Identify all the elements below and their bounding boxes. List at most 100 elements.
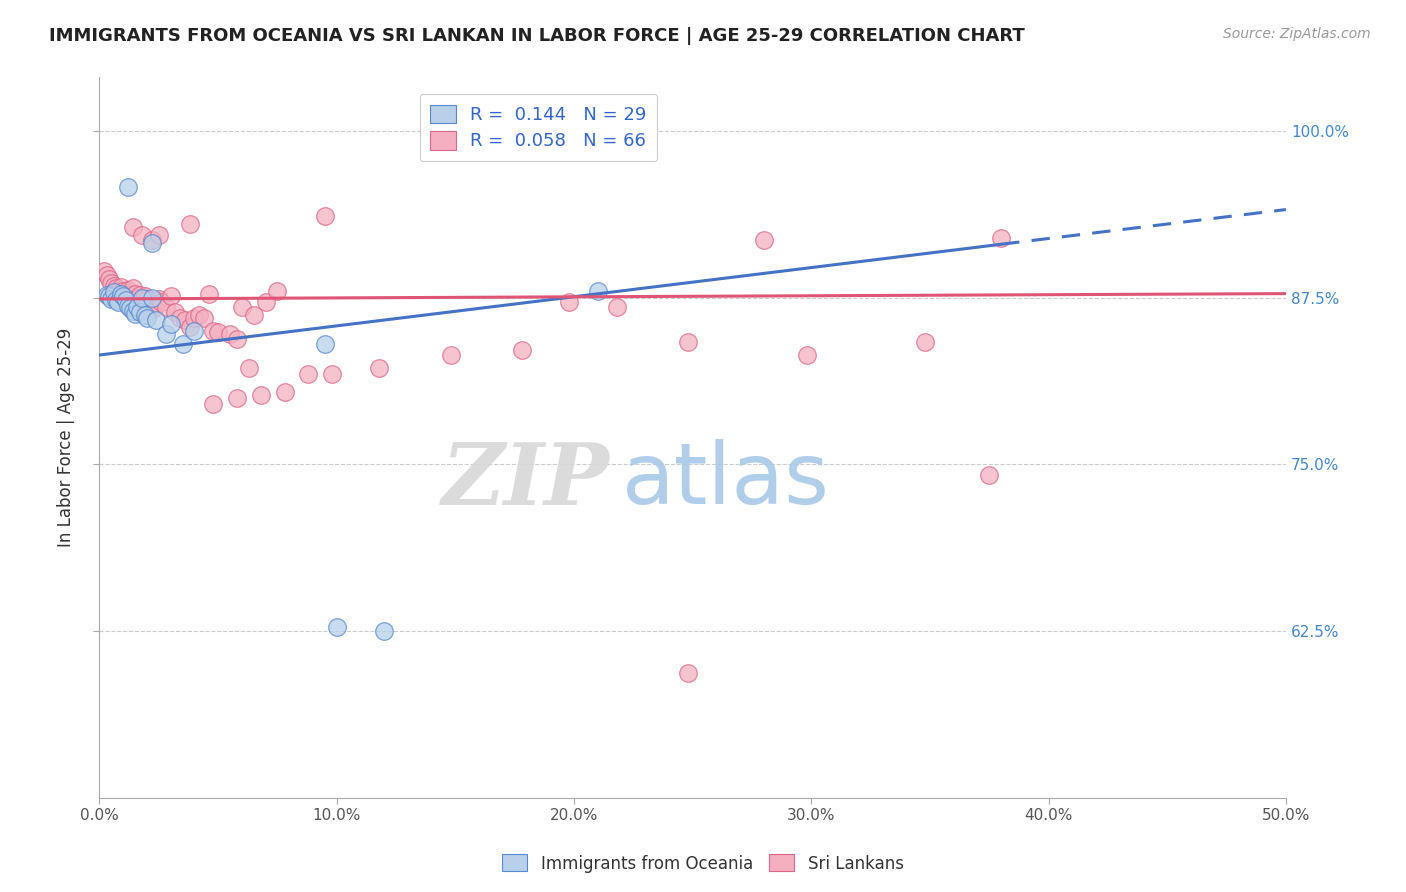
- Point: [368, 361, 391, 376]
- Point: [136, 310, 159, 325]
- Point: [586, 284, 609, 298]
- Point: [183, 324, 205, 338]
- Point: [131, 291, 153, 305]
- Point: [141, 233, 163, 247]
- Point: [752, 233, 775, 247]
- Point: [226, 391, 249, 405]
- Point: [117, 283, 139, 297]
- Point: [136, 292, 159, 306]
- Y-axis label: In Labor Force | Age 25-29: In Labor Force | Age 25-29: [58, 328, 75, 548]
- Point: [148, 227, 170, 242]
- Point: [373, 624, 395, 639]
- Point: [134, 289, 156, 303]
- Point: [100, 276, 122, 290]
- Point: [242, 308, 264, 322]
- Point: [134, 308, 156, 322]
- Point: [141, 235, 163, 250]
- Point: [207, 326, 229, 340]
- Point: [121, 304, 143, 318]
- Point: [266, 284, 288, 298]
- Point: [98, 289, 121, 303]
- Point: [112, 289, 135, 303]
- Point: [172, 337, 194, 351]
- Point: [124, 307, 146, 321]
- Point: [128, 305, 150, 319]
- Point: [193, 310, 215, 325]
- Point: [174, 313, 197, 327]
- Point: [120, 286, 142, 301]
- Point: [155, 326, 177, 341]
- Point: [98, 272, 121, 286]
- Point: [273, 385, 295, 400]
- Point: [110, 286, 132, 301]
- Point: [188, 308, 211, 322]
- Point: [117, 179, 139, 194]
- Point: [321, 367, 343, 381]
- Point: [124, 286, 146, 301]
- Point: [250, 388, 273, 402]
- Point: [676, 665, 699, 680]
- Point: [440, 348, 463, 362]
- Point: [183, 310, 205, 325]
- Text: atlas: atlas: [621, 440, 830, 523]
- Point: [179, 320, 201, 334]
- Text: Source: ZipAtlas.com: Source: ZipAtlas.com: [1223, 27, 1371, 41]
- Point: [606, 300, 628, 314]
- Point: [179, 217, 201, 231]
- Legend: Immigrants from Oceania, Sri Lankans: Immigrants from Oceania, Sri Lankans: [495, 847, 911, 880]
- Point: [314, 337, 336, 351]
- Point: [121, 281, 143, 295]
- Point: [105, 293, 128, 308]
- Point: [93, 264, 115, 278]
- Point: [254, 294, 277, 309]
- Point: [131, 227, 153, 242]
- Point: [114, 293, 136, 308]
- Point: [202, 397, 225, 411]
- Point: [127, 300, 149, 314]
- Point: [150, 294, 173, 309]
- Point: [238, 361, 260, 376]
- Point: [145, 313, 167, 327]
- Point: [159, 318, 181, 332]
- Point: [510, 343, 533, 357]
- Point: [107, 294, 129, 309]
- Text: ZIP: ZIP: [441, 439, 610, 523]
- Point: [155, 300, 177, 314]
- Point: [314, 209, 336, 223]
- Legend: R =  0.144   N = 29, R =  0.058   N = 66: R = 0.144 N = 29, R = 0.058 N = 66: [419, 94, 658, 161]
- Point: [297, 367, 319, 381]
- Point: [103, 285, 125, 300]
- Point: [558, 294, 581, 309]
- Point: [114, 286, 136, 301]
- Point: [197, 286, 219, 301]
- Point: [219, 326, 242, 341]
- Point: [105, 281, 128, 295]
- Point: [100, 292, 122, 306]
- Point: [103, 278, 125, 293]
- Point: [96, 288, 118, 302]
- Point: [914, 334, 936, 349]
- Point: [796, 348, 818, 362]
- Point: [143, 301, 166, 316]
- Point: [326, 620, 349, 634]
- Point: [202, 324, 225, 338]
- Point: [112, 284, 135, 298]
- Point: [159, 289, 181, 303]
- Point: [117, 299, 139, 313]
- Point: [141, 291, 163, 305]
- Point: [96, 268, 118, 282]
- Point: [107, 284, 129, 298]
- Point: [141, 299, 163, 313]
- Point: [990, 230, 1012, 244]
- Point: [110, 280, 132, 294]
- Point: [226, 332, 249, 346]
- Point: [979, 468, 1001, 483]
- Point: [131, 292, 153, 306]
- Point: [127, 291, 149, 305]
- Text: IMMIGRANTS FROM OCEANIA VS SRI LANKAN IN LABOR FORCE | AGE 25-29 CORRELATION CHA: IMMIGRANTS FROM OCEANIA VS SRI LANKAN IN…: [49, 27, 1025, 45]
- Point: [169, 310, 191, 325]
- Point: [120, 301, 142, 316]
- Point: [231, 300, 253, 314]
- Point: [165, 305, 187, 319]
- Point: [148, 292, 170, 306]
